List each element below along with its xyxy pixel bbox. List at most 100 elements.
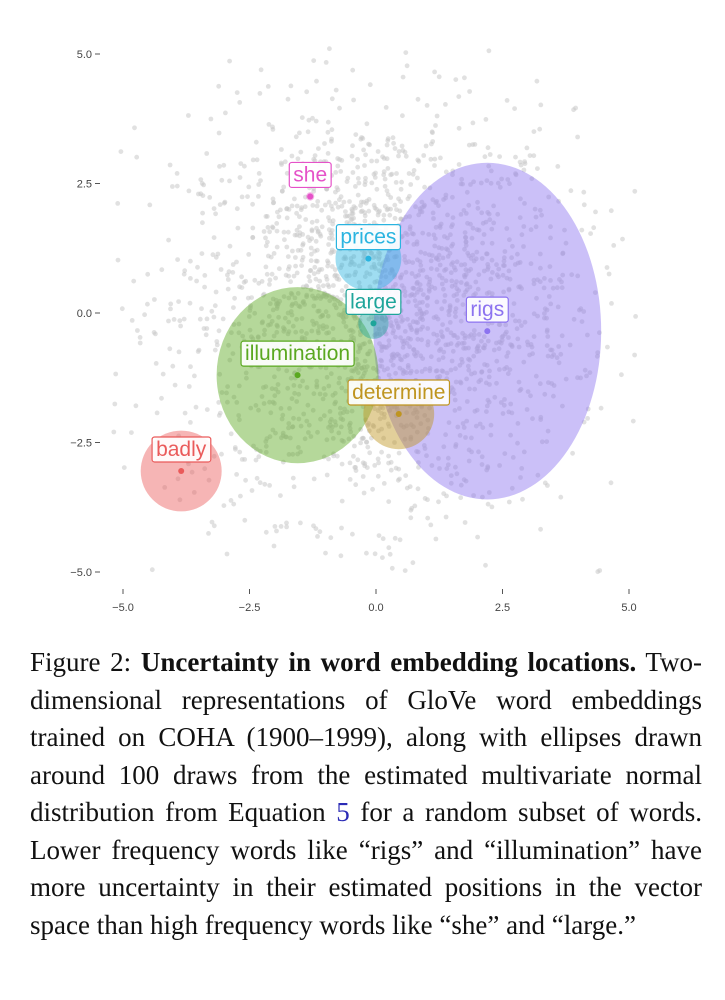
- background-point: [481, 334, 487, 340]
- background-point: [290, 451, 296, 457]
- background-point: [274, 228, 280, 234]
- background-point: [453, 314, 458, 319]
- background-point: [414, 239, 420, 245]
- background-point: [414, 429, 420, 435]
- background-point: [463, 289, 468, 295]
- background-point: [333, 399, 338, 405]
- background-point: [433, 224, 439, 230]
- background-point: [412, 298, 418, 304]
- background-point: [306, 422, 312, 428]
- background-point: [351, 215, 356, 221]
- background-point: [200, 210, 206, 216]
- background-point: [475, 286, 481, 292]
- background-point: [294, 399, 300, 404]
- background-point: [246, 314, 252, 319]
- background-point: [353, 132, 359, 138]
- background-point: [545, 334, 551, 339]
- background-point: [258, 178, 263, 184]
- background-point: [499, 176, 504, 182]
- background-point: [399, 319, 404, 324]
- background-point: [420, 299, 425, 305]
- equation-reference-link[interactable]: 5: [336, 797, 350, 827]
- background-point: [341, 199, 347, 205]
- background-point: [390, 330, 396, 336]
- background-point: [444, 466, 450, 471]
- background-point: [243, 278, 249, 284]
- background-point: [386, 499, 392, 504]
- background-point: [329, 127, 335, 133]
- background-point: [187, 300, 193, 306]
- background-point: [444, 493, 449, 499]
- background-point: [149, 567, 155, 573]
- background-point: [305, 129, 311, 135]
- background-point: [222, 199, 228, 205]
- background-point: [243, 370, 249, 376]
- background-point: [469, 435, 474, 441]
- background-point: [595, 350, 601, 355]
- background-point: [281, 325, 286, 331]
- background-point: [267, 483, 272, 488]
- background-point: [374, 158, 380, 164]
- background-point: [177, 318, 183, 324]
- background-point: [453, 77, 459, 82]
- background-point: [462, 335, 468, 341]
- background-point: [465, 250, 471, 256]
- background-point: [485, 145, 491, 151]
- background-point: [377, 280, 383, 286]
- background-point: [280, 412, 286, 418]
- background-point: [542, 391, 548, 397]
- background-point: [446, 420, 452, 425]
- background-point: [533, 373, 539, 379]
- scatter-plot: she prices large rigs illumination determine b…: [70, 46, 638, 614]
- background-point: [278, 406, 284, 411]
- background-point: [265, 225, 271, 230]
- background-point: [520, 496, 525, 502]
- background-point: [415, 449, 421, 455]
- background-point: [342, 406, 347, 412]
- background-point: [549, 347, 555, 353]
- background-point: [501, 263, 506, 268]
- background-point: [364, 550, 369, 556]
- background-point: [397, 537, 403, 543]
- background-point: [323, 60, 329, 65]
- background-point: [256, 454, 262, 460]
- background-point: [142, 312, 148, 318]
- background-point: [335, 187, 341, 193]
- background-point: [375, 149, 381, 154]
- background-point: [381, 156, 387, 161]
- background-point: [372, 551, 378, 557]
- background-point: [365, 351, 371, 357]
- background-point: [263, 235, 268, 241]
- background-point: [377, 416, 383, 422]
- background-point: [289, 303, 295, 309]
- background-point: [282, 315, 288, 321]
- background-point: [285, 254, 291, 259]
- background-point: [398, 186, 404, 192]
- background-point: [197, 316, 203, 322]
- background-point: [507, 181, 512, 187]
- background-point: [236, 383, 242, 389]
- background-point: [531, 334, 537, 339]
- background-point: [475, 199, 480, 205]
- background-point: [216, 83, 222, 89]
- background-point: [339, 498, 345, 504]
- background-point: [505, 177, 511, 182]
- background-point: [491, 347, 497, 353]
- background-point: [304, 385, 310, 390]
- background-point: [386, 338, 392, 344]
- background-point: [327, 235, 332, 241]
- background-point: [250, 201, 256, 207]
- background-point: [209, 308, 215, 314]
- background-point: [332, 273, 338, 279]
- background-point: [213, 211, 219, 217]
- background-point: [332, 267, 338, 273]
- background-point: [496, 346, 502, 352]
- background-point: [388, 172, 394, 178]
- background-point: [309, 219, 315, 225]
- background-point: [549, 354, 555, 359]
- background-point: [247, 327, 253, 333]
- background-point: [515, 336, 521, 342]
- background-point: [281, 184, 287, 190]
- background-point: [434, 256, 439, 262]
- caption-text: Two-dimensional representations of GloVe…: [30, 647, 703, 827]
